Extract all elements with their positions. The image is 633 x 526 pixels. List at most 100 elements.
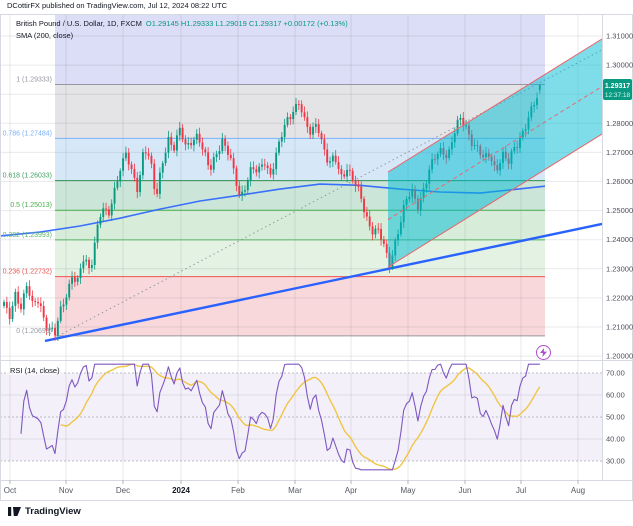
candle-body: [170, 136, 173, 145]
candle-body: [312, 126, 314, 135]
candle-body: [278, 141, 280, 153]
time-tick-label: Jul: [516, 486, 526, 495]
candle-body: [357, 185, 360, 187]
bar-countdown: 12:37:18: [605, 92, 631, 99]
time-tick-label: Oct: [4, 486, 17, 495]
candle-body: [286, 117, 289, 125]
candle-body: [351, 170, 354, 181]
rsi-tick-label: 50.00: [606, 413, 625, 422]
candle-body: [5, 301, 8, 308]
candle-body: [343, 174, 346, 177]
candle-body: [329, 161, 331, 163]
candle-body: [45, 317, 48, 331]
candle-body: [181, 127, 184, 140]
fib-label: 0.236 (1.22732): [3, 269, 52, 276]
price-tick-label: 1.22000: [606, 293, 633, 302]
candle-body: [122, 158, 125, 171]
symbol-title[interactable]: British Pound / U.S. Dollar, 1D, FXCM: [16, 19, 142, 28]
candle-body: [116, 181, 119, 188]
fib-band: [55, 239, 545, 277]
ascending-channel[interactable]: [387, 38, 603, 268]
candle-body: [28, 286, 31, 296]
tradingview-footer-logo[interactable]: TradingView: [8, 506, 81, 517]
candle-body: [173, 144, 176, 151]
candle-body: [51, 327, 54, 329]
candle-body: [107, 209, 110, 216]
time-tick-label: May: [400, 486, 415, 495]
channel-bottom-border[interactable]: [387, 133, 603, 268]
candle-body: [354, 180, 357, 186]
candle-body: [76, 277, 79, 282]
sma-legend[interactable]: SMA (200, close): [16, 31, 74, 40]
candle-body: [141, 152, 144, 176]
candle-body: [156, 188, 159, 194]
price-tick-label: 1.20000: [606, 352, 633, 361]
fib-label: 0.618 (1.26033): [3, 173, 52, 180]
candle-body: [127, 152, 130, 165]
candle-body: [198, 133, 201, 143]
rsi-tick-label: 60.00: [606, 391, 625, 400]
candle-body: [90, 265, 93, 268]
candle-body: [289, 117, 292, 120]
candle-body: [283, 124, 286, 137]
candle-body: [272, 169, 275, 175]
price-scale[interactable]: 1.31000 1.30000 1.28000 1.27000 1.26000 1.250…: [606, 32, 633, 361]
candle-body: [317, 124, 320, 134]
candle-body: [309, 126, 312, 135]
candle-body: [133, 169, 136, 178]
rsi-legend[interactable]: RSI (14, close): [8, 366, 62, 375]
tradingview-mark-icon: [8, 507, 21, 516]
candle-body: [150, 155, 153, 164]
candle-body: [365, 212, 368, 217]
candle-body: [269, 168, 272, 175]
price-tick-label: 1.25000: [606, 206, 633, 215]
candle-body: [371, 226, 374, 235]
time-tick-label: 2024: [172, 486, 190, 495]
candle-body: [306, 117, 309, 127]
candle-body: [346, 169, 348, 177]
time-axis[interactable]: Oct Nov Dec 2024 Feb Mar Apr May Jun Jul Aug: [4, 480, 585, 495]
time-tick-label: Jun: [459, 486, 472, 495]
price-tick-label: 1.21000: [606, 323, 633, 332]
boost-lightning-icon[interactable]: [536, 345, 551, 360]
candle-body: [363, 198, 365, 213]
candle-body: [229, 154, 232, 159]
candle-body: [31, 295, 34, 302]
channel-top-border[interactable]: [387, 38, 603, 173]
candle-body: [314, 124, 317, 127]
candle-body: [59, 306, 62, 321]
candle-body: [124, 152, 127, 159]
candle-body: [258, 166, 261, 173]
candle-body: [227, 145, 229, 155]
candle-body: [119, 170, 122, 182]
candle-body: [79, 268, 82, 278]
candle-body: [241, 191, 244, 196]
candle-body: [178, 127, 181, 136]
rsi-tick-label: 40.00: [606, 435, 625, 444]
candle-body: [331, 155, 334, 162]
time-tick-label: Aug: [571, 486, 585, 495]
rsi-line: [20, 363, 540, 471]
candle-body: [139, 175, 142, 193]
symbol-legend[interactable]: British Pound / U.S. Dollar, 1D, FXCM O1.…: [16, 19, 348, 28]
candle-body: [292, 111, 295, 120]
candle-body: [334, 155, 337, 163]
candle-body: [73, 277, 76, 282]
ohlc-values: O1.29145 H1.29333 L1.29019 C1.29317 +0.0…: [145, 19, 348, 28]
candle-body: [25, 286, 28, 294]
candle-body: [175, 135, 178, 151]
fib-label: 1 (1.29333): [16, 77, 52, 84]
last-price-tag-bg: [603, 78, 632, 100]
rsi-pane[interactable]: [0, 363, 602, 471]
candle-body: [326, 149, 329, 163]
support-trendline[interactable]: [44, 222, 603, 343]
rsi-scale[interactable]: 70.00 60.00 50.00 40.00 30.00: [606, 369, 625, 466]
candle-body: [360, 186, 363, 199]
dotted-trendline[interactable]: [57, 49, 603, 337]
rsi-tick-label: 30.00: [606, 457, 625, 466]
last-price-value: 1.29317: [605, 83, 630, 90]
candle-body: [192, 139, 195, 146]
candle-body: [320, 133, 323, 140]
candle-body: [212, 157, 215, 170]
